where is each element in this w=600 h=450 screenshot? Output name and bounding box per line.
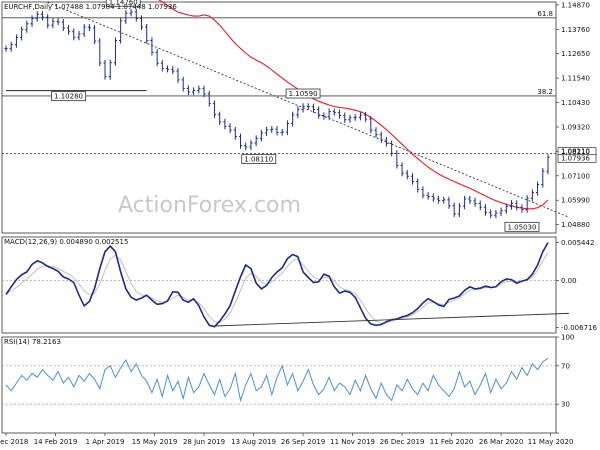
x-tick-label: 26 Mar 2020	[479, 438, 523, 446]
price-y-tick-label: 1.04880	[561, 221, 590, 229]
panel-frame-2	[1, 336, 557, 434]
macd-y-tick-label: 0.005442	[561, 239, 594, 247]
x-tick-label: 26 Sep 2019	[281, 438, 325, 446]
price-y-tick-label: 1.11540	[561, 75, 590, 83]
macd-trendline	[214, 312, 569, 327]
fib-level-label: 61.8	[537, 10, 553, 18]
price-y-tick-label: 1.10430	[561, 99, 590, 107]
x-tick-label: 13 Aug 2019	[231, 438, 276, 446]
fib-level-label: 38.2	[537, 88, 553, 96]
price-annotation-label: 1.10590	[289, 90, 318, 98]
price-level-tag-label: 1.08110	[561, 148, 590, 156]
sma-line	[158, 0, 549, 210]
price-y-tick-label: 1.12650	[561, 50, 590, 58]
panel-frame-0	[1, 1, 557, 234]
x-tick-label: 31 Dec 2018	[0, 438, 28, 446]
price-y-tick-label: 1.05990	[561, 197, 590, 205]
x-tick-label: 28 Jun 2019	[183, 438, 225, 446]
macd-line	[5, 242, 549, 328]
panel-frames	[1, 1, 559, 436]
price-annotation-box	[504, 221, 540, 232]
price-annotation-label: 1.08110	[244, 156, 273, 164]
price-y-tick-label: 1.13760	[561, 26, 590, 34]
price-y-tick-label: 1.08210	[561, 148, 590, 156]
watermark: ActionForex.com	[118, 193, 301, 218]
x-tick-label: 26 Dec 2019	[380, 438, 425, 446]
price-y-tick-label: 1.09320	[561, 123, 590, 131]
rsi-y-tick-label: 100	[561, 334, 574, 342]
panel-frame-1	[1, 236, 557, 334]
price-annotation-box	[241, 154, 277, 164]
macd-signal-line	[5, 252, 549, 324]
x-tick-label: 11 Feb 2020	[430, 438, 474, 446]
price-annotation-box	[105, 0, 141, 7]
x-tick-label: 11 Nov 2019	[330, 438, 375, 446]
price-annotation-box	[51, 91, 86, 102]
rsi-panel-title: RSI(14) 78.2163	[4, 338, 61, 346]
price-y-tick-label: 1.14870	[561, 1, 590, 9]
price-annotation-label: 1.05030	[507, 223, 536, 231]
current-price-tag-label: 1.07936	[561, 154, 590, 162]
current-price-tag	[557, 154, 597, 163]
rsi-y-tick-label: 30	[561, 401, 570, 409]
macd-panel-title: MACD(12,26,9) 0.004890 0.002515	[4, 238, 128, 246]
x-tick-label: 14 Feb 2019	[34, 438, 78, 446]
price-panel-title: EURCHF,Daily 1.07488 1.07984 1.07448 1.0…	[4, 3, 177, 11]
price-annotation-label: 1.10280	[54, 93, 83, 101]
rsi-y-tick-label: 70	[561, 362, 570, 370]
x-tick-label: 11 May 2020	[528, 438, 574, 446]
price-annotation-label: 1.14760	[109, 0, 138, 6]
macd-y-tick-label: -0.006716	[561, 324, 597, 332]
price-y-tick-label: 1.07100	[561, 172, 590, 180]
x-tick-label: 1 Apr 2019	[86, 438, 125, 446]
plot-layer	[2, 0, 597, 405]
macd-y-tick-label: 0.00	[561, 277, 577, 285]
price-annotation-box	[285, 88, 321, 99]
rsi-line	[5, 357, 549, 403]
x-tick-label: 15 May 2019	[132, 438, 178, 446]
